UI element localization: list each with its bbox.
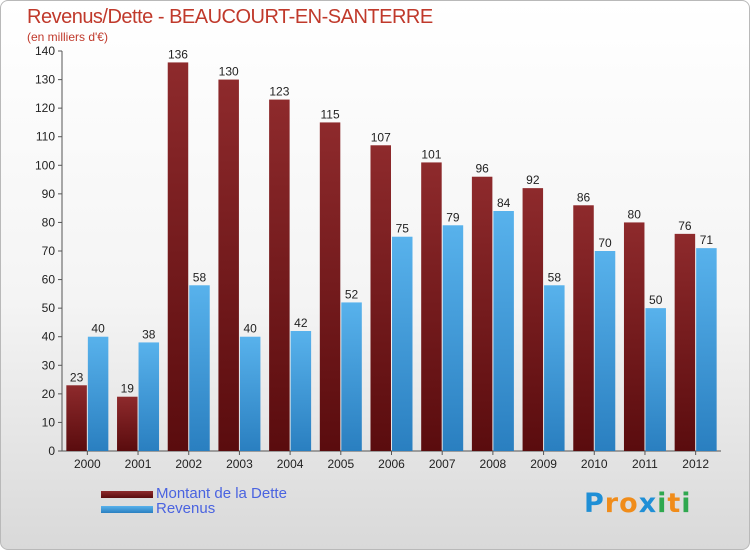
x-tick-label: 2004 <box>277 457 304 471</box>
y-tick-label: 50 <box>42 301 56 315</box>
y-tick-label: 20 <box>42 387 56 401</box>
bar-dette <box>471 176 493 451</box>
chart-title: Revenus/Dette - BEAUCOURT-EN-SANTERRE <box>27 6 433 28</box>
bar-revenus <box>392 236 413 451</box>
data-label-dette: 115 <box>320 107 339 121</box>
data-label-dette: 92 <box>526 173 540 187</box>
bars <box>66 62 717 452</box>
y-tick-label: 40 <box>42 330 56 344</box>
y-tick-label: 90 <box>42 187 56 201</box>
data-label-dette: 123 <box>269 85 289 99</box>
legend-swatch-revenus <box>101 506 153 513</box>
bar-revenus <box>341 302 362 451</box>
bar-dette <box>370 145 391 452</box>
bar-dette <box>218 79 239 452</box>
data-label-revenus: 71 <box>700 233 714 247</box>
data-label-revenus: 58 <box>193 270 207 284</box>
bar-revenus <box>138 342 160 451</box>
legend-label-revenus: Revenus <box>156 500 216 517</box>
bar-revenus <box>189 285 210 451</box>
data-label-revenus: 58 <box>548 270 562 284</box>
x-tick-label: 2010 <box>581 457 608 471</box>
bar-dette <box>66 385 87 451</box>
data-label-dette: 19 <box>121 382 135 396</box>
bar-revenus <box>87 336 109 451</box>
x-tick-label: 2006 <box>378 457 405 471</box>
data-label-dette: 86 <box>577 190 591 204</box>
data-label-dette: 101 <box>421 147 441 161</box>
data-label-revenus: 40 <box>243 322 257 336</box>
data-label-revenus: 38 <box>142 327 156 341</box>
x-tick-label: 2001 <box>125 457 152 471</box>
x-tick-label: 2011 <box>632 457 658 471</box>
bar-revenus <box>594 251 616 451</box>
data-label-revenus: 70 <box>598 236 612 250</box>
x-tick-label: 2012 <box>682 457 709 471</box>
data-labels: 23 40 19 38 136 58 130 40 123 42 115 52 107 75 101 79 96… <box>70 47 713 395</box>
bar-dette <box>167 62 189 452</box>
y-tick-label: 0 <box>48 444 55 458</box>
bar-dette <box>117 396 138 451</box>
y-tick-label: 30 <box>42 358 56 372</box>
y-tick-label: 80 <box>42 215 56 229</box>
bar-dette <box>623 222 645 451</box>
data-label-revenus: 42 <box>294 316 308 330</box>
bar-revenus <box>442 225 464 451</box>
data-label-dette: 76 <box>678 219 692 233</box>
data-label-dette: 23 <box>70 370 84 384</box>
x-tick-label: 2002 <box>175 457 202 471</box>
bar-revenus <box>493 211 514 451</box>
data-label-revenus: 40 <box>91 322 105 336</box>
x-tick-label: 2009 <box>530 457 557 471</box>
data-label-revenus: 50 <box>649 293 663 307</box>
data-label-dette: 130 <box>219 65 239 79</box>
x-tick-label: 2003 <box>226 457 253 471</box>
x-tick-label: 2005 <box>327 457 354 471</box>
data-label-revenus: 79 <box>446 210 460 224</box>
x-tick-label: 2007 <box>429 457 456 471</box>
bar-dette <box>269 99 290 452</box>
bar-revenus <box>696 248 717 451</box>
data-label-revenus: 75 <box>396 222 410 236</box>
y-tick-label: 130 <box>35 73 55 87</box>
proxiti-logo: Proxiti <box>584 488 692 519</box>
bar-revenus <box>645 308 666 451</box>
y-tick-label: 110 <box>36 130 55 144</box>
bar-dette <box>674 233 696 451</box>
y-tick-label: 100 <box>35 158 55 172</box>
y-tick-label: 70 <box>42 244 56 258</box>
bar-dette <box>522 188 544 451</box>
bar-dette <box>319 122 341 451</box>
y-tick-label: 120 <box>35 101 55 115</box>
x-tick-label: 2008 <box>480 457 507 471</box>
x-tick-label: 2000 <box>74 457 101 471</box>
y-tick-label: 140 <box>35 44 55 58</box>
bar-revenus <box>544 285 565 451</box>
data-label-revenus: 52 <box>345 287 359 301</box>
legend-label-dette: Montant de la Dette <box>156 485 287 502</box>
data-label-revenus: 84 <box>497 196 511 210</box>
chart-subtitle: (en milliers d'€) <box>27 30 108 44</box>
bar-dette <box>421 162 442 451</box>
data-label-dette: 96 <box>475 162 489 176</box>
bar-revenus <box>290 331 312 451</box>
y-tick-label: 60 <box>42 273 56 287</box>
bar-revenus <box>239 336 261 451</box>
data-label-dette: 80 <box>628 207 642 221</box>
legend-swatch-dette <box>101 491 153 498</box>
bar-dette <box>573 205 594 451</box>
y-tick-label: 10 <box>42 415 56 429</box>
data-label-dette: 107 <box>371 130 391 144</box>
data-label-dette: 136 <box>168 47 188 61</box>
